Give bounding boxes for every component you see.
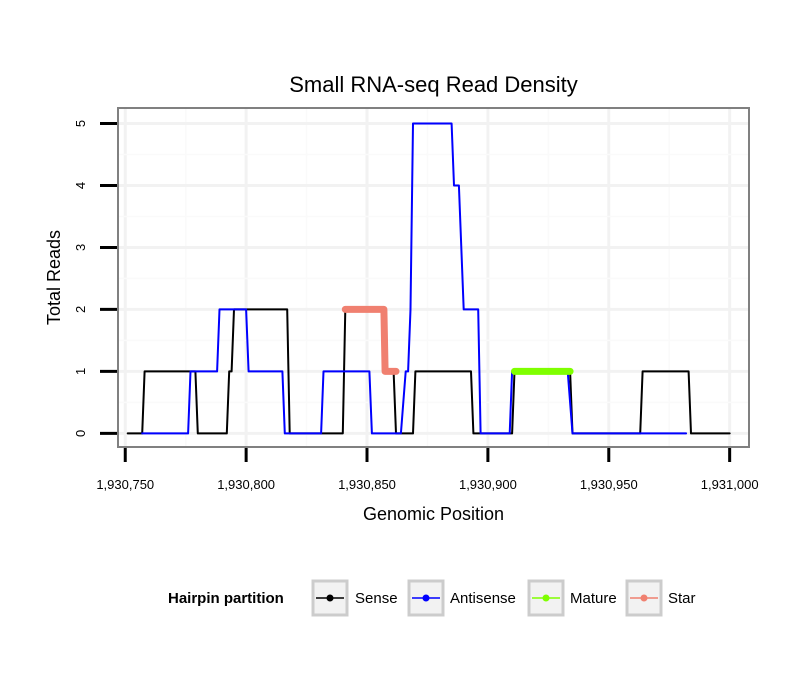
plot-border <box>117 107 750 448</box>
legend-key-point <box>422 594 430 602</box>
y-tick-label: 3 <box>73 244 88 251</box>
y-tick-label: 2 <box>73 306 88 313</box>
legend: Hairpin partition Sense Antisense Mature Sta… <box>168 579 696 617</box>
y-axis: 0 1 2 3 4 5 <box>73 120 117 437</box>
y-tick-label: 4 <box>73 182 88 189</box>
x-tick-label: 1,930,750 <box>96 477 154 492</box>
plot-area <box>118 108 749 447</box>
legend-label: Sense <box>355 590 398 607</box>
legend-key-point <box>542 594 550 602</box>
y-tick-label: 0 <box>73 430 88 437</box>
legend-label: Antisense <box>450 590 516 607</box>
x-tick-label: 1,930,900 <box>459 477 517 492</box>
chart-title: Small RNA-seq Read Density <box>289 72 578 97</box>
legend-item-sense: Sense <box>311 579 398 617</box>
legend-label: Star <box>668 590 696 607</box>
legend-item-mature: Mature <box>527 579 617 617</box>
legend-item-antisense: Antisense <box>407 579 516 617</box>
plot-background <box>118 108 749 447</box>
series-layer <box>126 122 731 435</box>
x-tick-label: 1,930,950 <box>580 477 638 492</box>
series-line-star <box>341 305 400 375</box>
y-tick-label: 5 <box>73 120 88 127</box>
legend-item-star: Star <box>625 579 696 617</box>
legend-label: Mature <box>570 590 617 607</box>
y-tick-label: 1 <box>73 368 88 375</box>
y-axis-title: Total Reads <box>44 230 64 325</box>
legend-title: Hairpin partition <box>168 590 284 607</box>
x-tick-label: 1,930,800 <box>217 477 275 492</box>
legend-key-point <box>326 594 334 602</box>
x-tick-label: 1,930,850 <box>338 477 396 492</box>
x-axis-title: Genomic Position <box>363 504 504 524</box>
x-axis: 1,930,750 1,930,800 1,930,850 1,930,900 1,93… <box>96 448 759 492</box>
legend-key-point <box>640 594 648 602</box>
x-tick-label: 1,931,000 <box>701 477 759 492</box>
series-line-antisense <box>141 122 688 435</box>
